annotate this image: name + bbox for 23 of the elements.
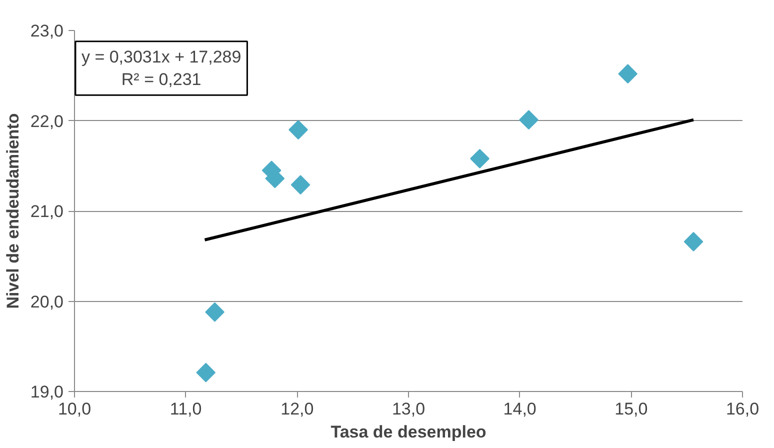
annotation: y = 0,3031x + 17,289 R² = 0,231	[81, 47, 242, 90]
point	[205, 302, 224, 322]
point	[288, 120, 308, 140]
x-tick-label: 16,0	[726, 400, 760, 418]
y-axis-title: Nivel de endeudamiento	[3, 113, 22, 309]
x-tick-label: 14,0	[503, 400, 536, 418]
point	[519, 110, 538, 130]
point	[684, 232, 704, 252]
x-axis-title: Tasa de desempleo	[330, 422, 486, 442]
point	[196, 362, 216, 382]
y-tick-label: 22,0	[30, 112, 64, 131]
y-tick-label: 20,0	[30, 292, 64, 312]
point	[290, 175, 310, 195]
point	[470, 148, 490, 168]
y-tick-label: 23,0	[30, 22, 64, 40]
x-tick-label: 12,0	[280, 400, 314, 418]
x-tick-label: 10,0	[58, 400, 92, 418]
x-tick-label: 15,0	[614, 400, 648, 418]
y-tick-label: 21,0	[30, 202, 64, 221]
y-tick-label: 19,0	[30, 382, 64, 402]
x-tick-label: 13,0	[392, 400, 426, 418]
x-tick-label: 11,0	[170, 400, 202, 418]
point	[618, 64, 638, 84]
